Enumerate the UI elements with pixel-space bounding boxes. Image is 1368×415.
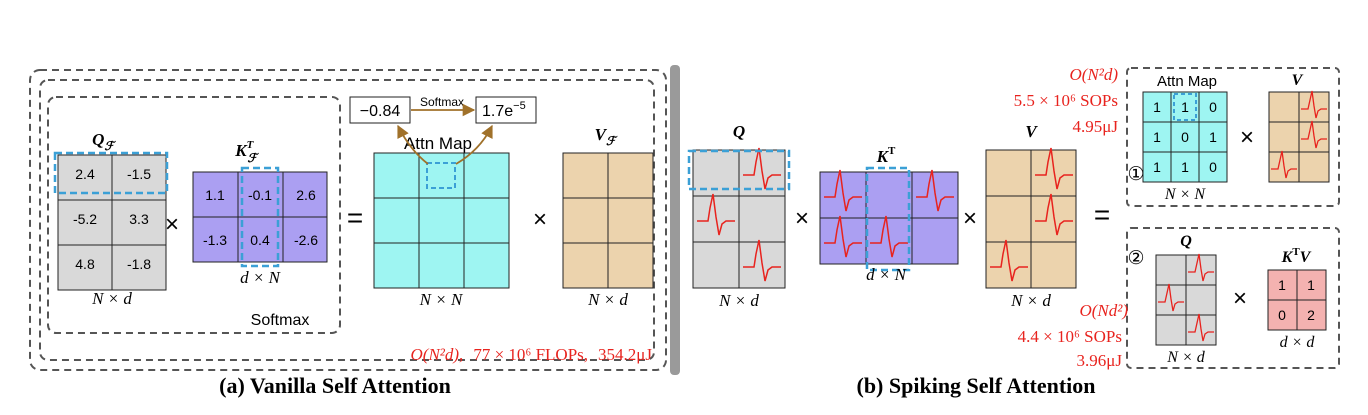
option1-attn-cell: 0 — [1209, 159, 1217, 175]
option1-attn-label: Attn Map — [1157, 73, 1217, 90]
pre-softmax-value: −0.84 — [360, 103, 401, 120]
option2-q-label: Q — [1180, 233, 1192, 250]
q-f-highlight — [53, 151, 169, 195]
q-f-cell: 4.8 — [75, 256, 95, 272]
vanilla-cost: O(N²d), 77 × 10⁶ FLOPs, 354.2μJ — [411, 345, 653, 364]
option1-attn-cell: 1 — [1153, 159, 1161, 175]
option2-marker: ② — [1127, 248, 1144, 269]
option1-attn-cell: 1 — [1153, 99, 1161, 115]
option1-energy: 4.95μJ — [1073, 117, 1119, 136]
equals-symbol: = — [347, 202, 363, 233]
times-symbol: × — [533, 206, 547, 233]
spike-v-matrix — [985, 147, 1077, 289]
pre-softmax-box — [349, 96, 411, 124]
option2-ktv-cell: 0 — [1278, 307, 1286, 323]
times-symbol: × — [795, 205, 809, 232]
attn-map-label: Attn Map — [404, 134, 472, 153]
attn-map-matrix — [373, 152, 510, 289]
vanilla-caption: (a) Vanilla Self Attention — [219, 373, 451, 398]
spike-v-dim: N × d — [1010, 291, 1051, 310]
attn-map-dim: N × N — [419, 290, 464, 309]
option2-q-matrix — [1155, 253, 1217, 346]
option1-attn-dim: N × N — [1164, 186, 1206, 203]
option1-attn-cell: 0 — [1181, 129, 1189, 145]
option1-attn-cell: 1 — [1153, 129, 1161, 145]
option2-ktv-label: KTV — [1281, 246, 1312, 266]
times-symbol: × — [1233, 285, 1247, 312]
v-f-dim: N × d — [587, 290, 628, 309]
post-softmax-value: 1.7e−5 — [482, 100, 526, 120]
option2-ktv-cell: 1 — [1278, 277, 1286, 293]
times-symbol: × — [963, 205, 977, 232]
option1-attn-highlight — [1173, 93, 1197, 121]
option2-q-dim: N × d — [1166, 349, 1205, 366]
q-f-cell: -1.8 — [127, 256, 151, 272]
option2-energy: 3.96μJ — [1077, 351, 1123, 370]
v-f-matrix — [562, 152, 654, 289]
vanilla-outer-box — [29, 69, 667, 371]
softmax-box-label: Softmax — [251, 312, 310, 329]
attn-map-highlight — [426, 162, 456, 189]
option2-box — [1126, 227, 1340, 369]
option2-ktv-matrix — [1267, 269, 1327, 331]
equals-symbol: = — [1094, 199, 1110, 230]
option1-attn-matrix — [1142, 91, 1228, 183]
spike-k-dim: d × N — [866, 265, 907, 284]
option1-sops: 5.5 × 10⁶ SOPs — [1014, 91, 1118, 110]
k-f-cell: -0.1 — [248, 187, 272, 203]
k-f-cell: 2.6 — [296, 187, 316, 203]
k-f-cell: 1.1 — [205, 187, 225, 203]
k-f-highlight — [240, 166, 280, 268]
option1-attn-cell: 1 — [1181, 159, 1189, 175]
option2-ktv-cell: 1 — [1307, 277, 1315, 293]
q-f-cell: 2.4 — [75, 166, 95, 182]
spike-q-matrix — [687, 147, 791, 289]
times-symbol: × — [1240, 124, 1254, 151]
q-f-cell: 3.3 — [129, 211, 149, 227]
k-f-dim: d × N — [240, 268, 281, 287]
k-f-cell: -2.6 — [294, 232, 318, 248]
spiking-caption: (b) Spiking Self Attention — [857, 373, 1096, 398]
spike-k-label: KT — [876, 145, 896, 166]
q-f-matrix — [53, 151, 169, 291]
section-divider — [670, 65, 680, 375]
attn-map-arrow-left — [397, 124, 429, 165]
spike-q-dim: N × d — [718, 291, 759, 310]
option2-sops: 4.4 × 10⁶ SOPs — [1018, 327, 1122, 346]
attn-map-arrow-right — [455, 124, 493, 165]
spike-q-label: Q — [733, 122, 745, 141]
option1-attn-cell: 1 — [1209, 129, 1217, 145]
option1-attn-cell: 1 — [1181, 99, 1189, 115]
spike-k-matrix — [819, 166, 959, 272]
softmax-arrow-label: Softmax — [420, 95, 464, 109]
spike-v-label: V — [1025, 122, 1038, 141]
k-f-cell: 0.4 — [250, 232, 270, 248]
k-f-cell: -1.3 — [203, 232, 227, 248]
option1-v-label: V — [1292, 72, 1304, 89]
option1-box — [1126, 67, 1340, 207]
k-f-matrix — [192, 166, 328, 268]
spike-k-highlight — [865, 166, 911, 272]
post-softmax-box — [475, 96, 537, 124]
option2-ktv-cell: 2 — [1307, 307, 1315, 323]
option2-ktv-dim: d × d — [1280, 334, 1316, 351]
q-f-cell: -1.5 — [127, 166, 151, 182]
times-symbol: × — [165, 211, 179, 238]
v-f-label: Vℱ — [595, 125, 618, 148]
q-f-dim: N × d — [91, 289, 132, 308]
q-f-label: Qℱ — [92, 130, 116, 153]
option1-v-matrix — [1268, 90, 1330, 183]
spike-q-highlight — [687, 149, 791, 191]
option1-complexity: O(N²d) — [1069, 65, 1118, 84]
option1-attn-cell: 0 — [1209, 99, 1217, 115]
option2-complexity: O(Nd²) — [1079, 301, 1128, 320]
softmax-dashed-box — [47, 96, 341, 334]
k-f-label: KT ℱ — [234, 139, 259, 165]
q-f-cell: -5.2 — [73, 211, 97, 227]
option1-marker: ① — [1127, 164, 1144, 185]
